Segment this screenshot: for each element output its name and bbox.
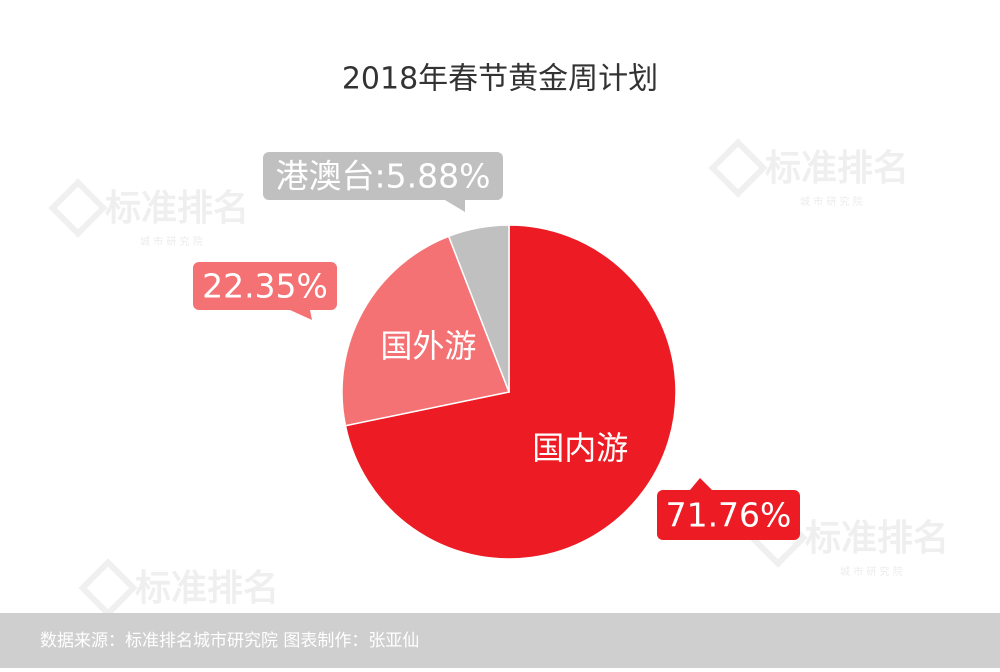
callout-box [657, 490, 800, 540]
value-label: 港澳台:5.88% [276, 157, 491, 196]
watermark-brand: 标准排名 [805, 518, 949, 559]
pie-slice [344, 224, 677, 560]
watermark-brand: 标准排名 [765, 148, 909, 189]
watermark-logo [48, 178, 108, 238]
footer-bar [0, 613, 1000, 668]
callout-box [193, 262, 337, 310]
source-note: 数据来源：标准排名城市研究院 图表制作：张亚仙 [40, 631, 419, 651]
chart-title: 2018年春节黄金周计划 [342, 62, 658, 97]
value-label: 71.76% [666, 496, 792, 535]
slice-label: 国外游 [380, 327, 476, 365]
watermark-logo [708, 138, 768, 198]
callout-pointer [445, 200, 465, 212]
pie-slice [341, 235, 511, 427]
pie-slice [447, 224, 510, 393]
watermark-sub: 城 市 研 究 院 [840, 565, 903, 578]
pie: 国内游 71.76% 国外游 22.35% 港澳台:5.88% [193, 152, 800, 560]
value-label: 22.35% [202, 267, 328, 306]
slice-label: 国内游 [532, 429, 628, 467]
watermark-brand: 标准排名 [135, 568, 279, 609]
watermark-logo [78, 558, 138, 618]
watermark-sub: 城 市 研 究 院 [140, 235, 203, 248]
callout-box [263, 152, 503, 200]
callout-pointer [690, 478, 712, 490]
watermark-brand: 标准排名 [105, 188, 249, 229]
callout-pointer [290, 310, 312, 320]
watermark-sub: 城 市 研 究 院 [800, 195, 863, 208]
